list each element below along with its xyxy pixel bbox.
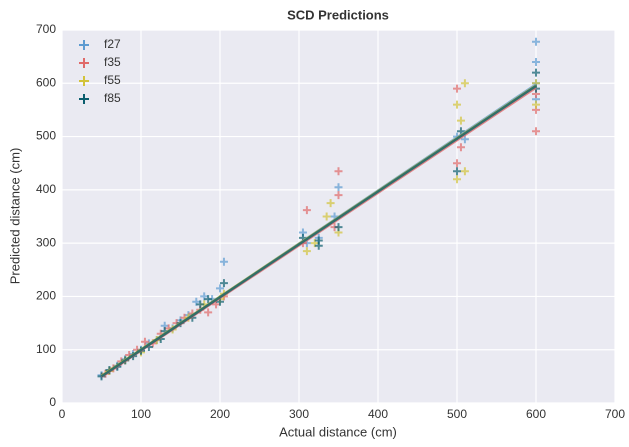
point <box>334 191 343 200</box>
point <box>326 199 335 208</box>
point <box>334 167 343 176</box>
x-tick-label: 700 <box>605 407 625 421</box>
x-tick-label: 200 <box>210 407 230 421</box>
point <box>334 223 343 232</box>
x-tick-label: 300 <box>289 407 309 421</box>
point <box>302 247 311 256</box>
point <box>302 206 311 215</box>
point <box>532 37 540 46</box>
point <box>456 116 465 125</box>
y-tick-label: 200 <box>36 289 56 303</box>
point <box>219 257 228 266</box>
point <box>532 100 540 109</box>
fit-line <box>100 84 537 378</box>
point <box>453 175 461 184</box>
point <box>453 167 461 176</box>
point <box>219 279 228 288</box>
point <box>204 308 213 317</box>
point <box>532 57 540 66</box>
point <box>456 143 465 152</box>
point <box>196 300 205 309</box>
point <box>314 236 323 245</box>
y-tick-label: 500 <box>36 129 56 143</box>
point <box>140 337 149 346</box>
point <box>453 159 461 168</box>
y-tick-label: 700 <box>36 22 56 36</box>
x-tick-label: 600 <box>526 407 546 421</box>
point <box>453 100 461 109</box>
point <box>322 212 331 221</box>
y-axis-label: Predicted distance (cm) <box>7 148 22 285</box>
legend-label: f35 <box>104 55 121 69</box>
legend-label: f27 <box>104 37 121 51</box>
y-tick-label: 100 <box>36 342 56 356</box>
x-tick-label: 100 <box>131 407 151 421</box>
y-tick-label: 0 <box>49 395 56 409</box>
point <box>453 84 461 93</box>
legend-marker <box>79 58 89 68</box>
x-tick-label: 400 <box>368 407 388 421</box>
y-tick-label: 400 <box>36 182 56 196</box>
legend-label: f55 <box>104 73 121 87</box>
y-tick-label: 300 <box>36 235 56 249</box>
point <box>460 79 469 88</box>
point <box>216 284 224 293</box>
x-tick-label: 0 <box>59 407 66 421</box>
point <box>334 183 343 192</box>
point <box>460 167 469 176</box>
legend-marker <box>79 76 89 86</box>
point <box>204 295 213 304</box>
legend-marker <box>79 94 89 104</box>
x-tick-label: 500 <box>447 407 467 421</box>
y-tick-label: 600 <box>36 75 56 89</box>
legend-label: f85 <box>104 91 121 105</box>
point <box>460 135 469 144</box>
legend-marker <box>79 40 89 50</box>
x-axis-label: Actual distance (cm) <box>279 424 397 439</box>
point <box>532 68 540 77</box>
point <box>532 127 540 136</box>
chart-title: SCD Predictions <box>287 7 389 22</box>
